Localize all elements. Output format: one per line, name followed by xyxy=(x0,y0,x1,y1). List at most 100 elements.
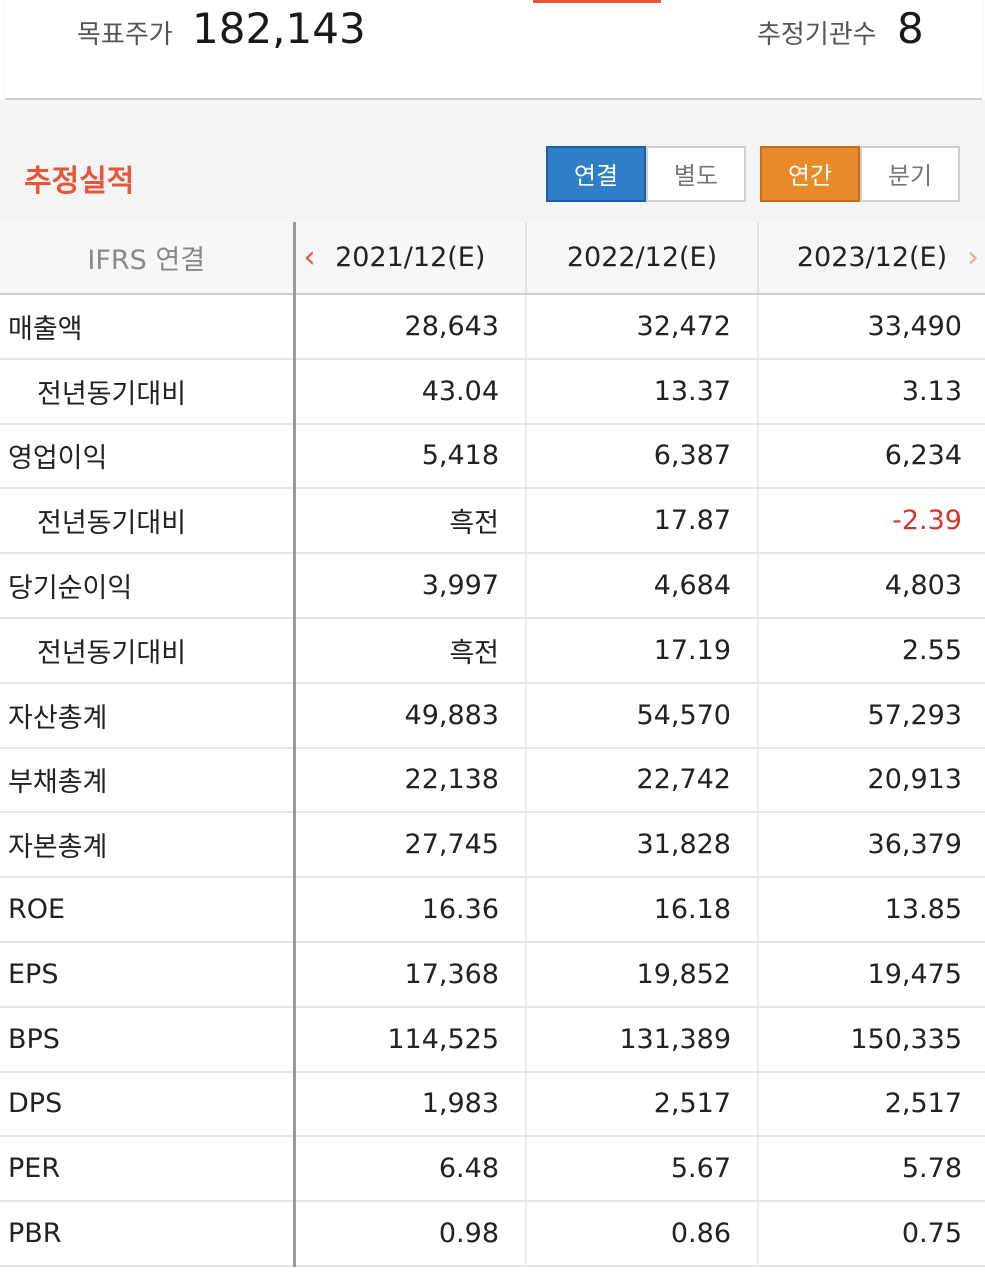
row-label: 자산총계 xyxy=(0,682,296,749)
table-cell: 17.19 xyxy=(526,617,759,684)
table-cell: 150,335 xyxy=(758,1006,985,1073)
table-row: ROE 16.36 16.18 13.85 xyxy=(0,877,985,943)
row-label: ROE xyxy=(0,877,296,943)
consolidated-button[interactable]: 연결 xyxy=(546,146,646,202)
table-cell: 16.36 xyxy=(294,877,527,943)
row-label: 전년동기대비 xyxy=(0,617,296,684)
table-row: 전년동기대비 43.04 13.37 3.13 xyxy=(0,358,985,425)
chevron-left-icon[interactable]: ‹ xyxy=(303,240,316,275)
target-price-value: 182,143 xyxy=(192,4,366,53)
table-cell: 22,138 xyxy=(294,747,527,814)
table-row: 자산총계 49,883 54,570 57,293 xyxy=(0,682,985,749)
table-cell: 4,684 xyxy=(526,553,759,619)
table-cell: 1,983 xyxy=(294,1071,527,1138)
table-cell: 131,389 xyxy=(526,1006,759,1073)
table-cell: 57,293 xyxy=(758,682,985,749)
column-header: 2022/12(E) xyxy=(526,222,759,295)
table-cell: 흑전 xyxy=(294,617,527,684)
table-cell: 20,913 xyxy=(758,747,985,814)
table-cell: 6,387 xyxy=(526,423,759,490)
table-cell: 114,525 xyxy=(294,1006,527,1073)
active-tab-indicator xyxy=(533,0,661,3)
table-cell: 43.04 xyxy=(294,358,527,425)
table-row: 부채총계 22,138 22,742 20,913 xyxy=(0,747,985,814)
column-header: ‹ 2021/12(E) xyxy=(294,222,527,295)
separate-button[interactable]: 별도 xyxy=(646,146,746,202)
target-price-card: 목표주가 182,143 추정기관수 8 xyxy=(5,0,982,100)
column-header: 2023/12(E) › xyxy=(758,222,985,295)
table-cell: 5,418 xyxy=(294,423,527,490)
table-row: EPS 17,368 19,852 19,475 xyxy=(0,941,985,1008)
table-cell: 19,475 xyxy=(758,941,985,1008)
table-cell: 33,490 xyxy=(758,294,985,360)
annual-button[interactable]: 연간 xyxy=(760,146,860,202)
estimate-table: IFRS 연결 ‹ 2021/12(E) 2022/12(E) 2023/12(… xyxy=(0,222,985,1267)
table-cell: 6.48 xyxy=(294,1136,527,1203)
table-cell: 5.67 xyxy=(526,1136,759,1203)
table-cell: 2.55 xyxy=(758,617,985,684)
column-header-label: 2023/12(E) xyxy=(796,242,948,273)
table-cell: 6,234 xyxy=(758,423,985,490)
table-cell: 5.78 xyxy=(758,1136,985,1203)
ifrs-header: IFRS 연결 xyxy=(0,222,296,295)
row-label: 매출액 xyxy=(0,294,296,360)
estimate-section-header: 추정실적 연결 별도 연간 분기 xyxy=(0,100,985,224)
table-row: 전년동기대비 흑전 17.87 -2.39 xyxy=(0,488,985,555)
table-row: 전년동기대비 흑전 17.19 2.55 xyxy=(0,617,985,684)
table-cell: 3,997 xyxy=(294,553,527,619)
row-label: PER xyxy=(0,1136,296,1203)
table-cell: 36,379 xyxy=(758,812,985,879)
table-cell: 0.98 xyxy=(294,1201,527,1267)
row-label: DPS xyxy=(0,1071,296,1138)
column-header-label: 2021/12(E) xyxy=(335,242,486,273)
table-row: PBR 0.98 0.86 0.75 xyxy=(0,1201,985,1267)
table-row: BPS 114,525 131,389 150,335 xyxy=(0,1006,985,1073)
table-cell: 17.87 xyxy=(526,488,759,555)
period-toggle: 연간 분기 xyxy=(760,146,960,204)
table-row: 영업이익 5,418 6,387 6,234 xyxy=(0,423,985,490)
row-label: PBR xyxy=(0,1201,296,1267)
scope-toggle: 연결 별도 xyxy=(546,146,746,204)
table-cell: 2,517 xyxy=(758,1071,985,1138)
table-cell: 0.86 xyxy=(526,1201,759,1267)
table-cell: 16.18 xyxy=(526,877,759,943)
table-cell: 17,368 xyxy=(294,941,527,1008)
table-row: PER 6.48 5.67 5.78 xyxy=(0,1136,985,1203)
table-row: 매출액 28,643 32,472 33,490 xyxy=(0,294,985,360)
table-cell: 13.37 xyxy=(526,358,759,425)
chevron-right-icon[interactable]: › xyxy=(967,240,979,275)
row-label: 부채총계 xyxy=(0,747,296,814)
table-cell: 2,517 xyxy=(526,1071,759,1138)
target-price-label: 목표주가 xyxy=(77,20,173,50)
table-row: 당기순이익 3,997 4,684 4,803 xyxy=(0,553,985,619)
institution-count-label: 추정기관수 xyxy=(757,20,877,50)
table-cell: 32,472 xyxy=(526,294,759,360)
row-label: EPS xyxy=(0,941,296,1008)
table-cell: 54,570 xyxy=(526,682,759,749)
row-label: 영업이익 xyxy=(0,423,296,490)
table-cell: 0.75 xyxy=(758,1201,985,1267)
table-cell: 19,852 xyxy=(526,941,759,1008)
table-header-row: IFRS 연결 ‹ 2021/12(E) 2022/12(E) 2023/12(… xyxy=(0,222,985,295)
column-header-label: 2022/12(E) xyxy=(566,242,718,273)
table-cell: 4,803 xyxy=(758,553,985,619)
table-cell: 3.13 xyxy=(758,358,985,425)
table-cell: 22,742 xyxy=(526,747,759,814)
institution-count-value: 8 xyxy=(897,4,924,53)
table-cell: 49,883 xyxy=(294,682,527,749)
row-label: 당기순이익 xyxy=(0,553,296,619)
table-cell: 28,643 xyxy=(294,294,527,360)
row-label: 전년동기대비 xyxy=(0,488,296,555)
table-row: 자본총계 27,745 31,828 36,379 xyxy=(0,812,985,879)
table-row: DPS 1,983 2,517 2,517 xyxy=(0,1071,985,1138)
table-cell: 31,828 xyxy=(526,812,759,879)
quarterly-button[interactable]: 분기 xyxy=(860,146,960,202)
row-label: 자본총계 xyxy=(0,812,296,879)
table-cell: -2.39 xyxy=(758,488,985,555)
row-label: BPS xyxy=(0,1006,296,1073)
table-cell: 흑전 xyxy=(294,488,527,555)
table-cell: 27,745 xyxy=(294,812,527,879)
section-title: 추정실적 xyxy=(24,164,135,199)
row-label: 전년동기대비 xyxy=(0,358,296,425)
table-cell: 13.85 xyxy=(758,877,985,943)
